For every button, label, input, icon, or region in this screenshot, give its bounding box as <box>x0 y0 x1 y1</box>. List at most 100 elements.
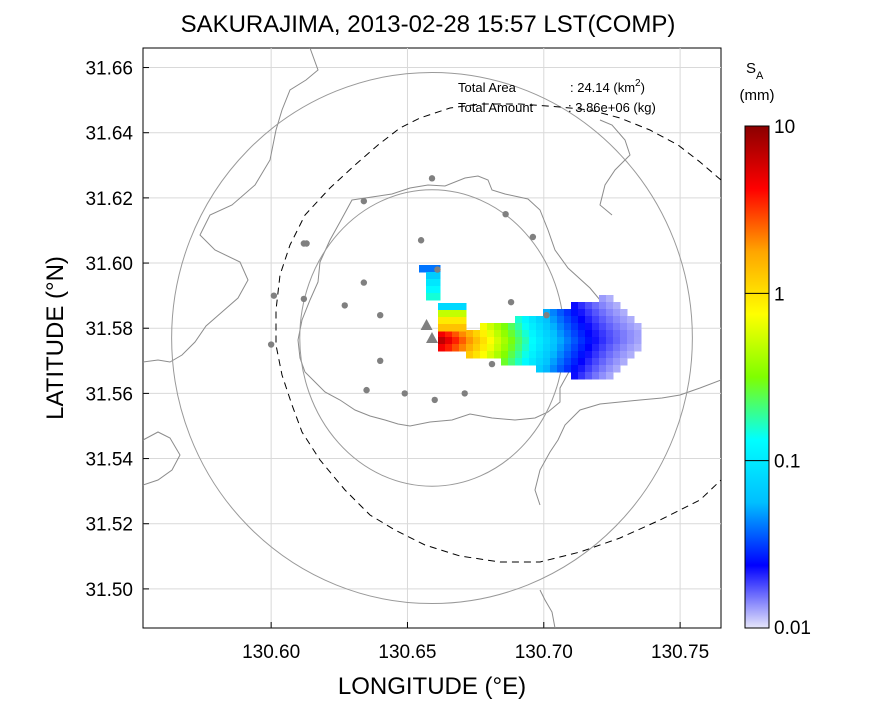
ash-cell <box>501 358 509 366</box>
ash-cell <box>564 309 572 317</box>
ash-cell <box>585 316 593 324</box>
ash-cell <box>592 337 600 345</box>
ash-cell <box>508 330 516 338</box>
ash-cell <box>578 316 586 324</box>
ash-cell <box>613 309 621 317</box>
ash-cell <box>578 358 586 366</box>
ash-cell <box>599 351 607 359</box>
ash-cell <box>571 351 579 359</box>
y-tick-label: 31.66 <box>85 59 133 80</box>
ash-cell <box>515 316 523 324</box>
ash-heatmap <box>419 265 642 380</box>
x-tick-label: 130.70 <box>515 642 573 663</box>
colorbar-unit: (mm) <box>740 87 775 104</box>
ash-cell <box>501 351 509 359</box>
ash-cell <box>508 337 516 345</box>
ash-cell <box>438 324 446 332</box>
ash-cell <box>452 310 460 318</box>
ash-cell <box>564 358 572 366</box>
ash-cell <box>613 365 621 373</box>
colorbar-tick-label: 0.1 <box>774 452 800 473</box>
ash-cell <box>606 337 614 345</box>
ash-cell <box>426 286 434 294</box>
station-dot <box>300 295 308 303</box>
y-tick-label: 31.50 <box>85 580 133 601</box>
ash-cell <box>515 351 523 359</box>
ash-cell <box>494 323 502 331</box>
ash-cell <box>592 372 600 380</box>
ash-cell <box>592 358 600 366</box>
vent-triangle-icon <box>426 332 438 343</box>
colorbar-ticks: 0.01 0.1 1 10 <box>745 117 811 639</box>
ash-cell <box>433 272 441 280</box>
ash-cell <box>557 365 565 373</box>
ash-cell <box>606 295 614 303</box>
ash-cell <box>627 351 635 359</box>
ash-cell <box>522 330 530 338</box>
ash-cell <box>536 365 544 373</box>
ash-cell <box>634 323 642 331</box>
ash-cell <box>564 330 572 338</box>
ash-cell <box>452 344 460 352</box>
x-tick-label: 130.60 <box>242 642 300 663</box>
ash-cell <box>564 323 572 331</box>
ash-cell <box>473 351 481 359</box>
chart-title: SAKURAJIMA, 2013-02-28 15:57 LST(COMP) <box>181 11 676 38</box>
ash-cell <box>578 344 586 352</box>
ash-cell <box>480 344 488 352</box>
station-dot <box>502 210 509 218</box>
ash-cell <box>571 337 579 345</box>
y-axis-ticks: 31.50 31.52 31.54 31.56 31.58 31.60 31.62 31.64… <box>85 59 149 601</box>
ash-cell <box>613 344 621 352</box>
ash-cell <box>487 337 495 345</box>
ash-cell <box>466 344 474 352</box>
ash-cell <box>445 324 453 332</box>
northeast-coastline <box>599 119 631 216</box>
ash-cell <box>571 316 579 324</box>
ash-cell <box>438 337 446 345</box>
ash-cell <box>543 316 551 324</box>
ash-cell <box>452 303 460 311</box>
station-dot <box>428 175 436 182</box>
ash-cell <box>634 344 642 352</box>
ash-cell <box>438 344 446 352</box>
ash-cell <box>508 344 516 352</box>
ash-cell <box>529 358 537 366</box>
ash-cell <box>585 372 593 380</box>
ash-cell <box>480 323 488 331</box>
station-dot <box>401 390 408 397</box>
ash-cell <box>426 279 434 287</box>
ash-cell <box>599 295 607 303</box>
station-dot <box>488 360 496 368</box>
y-axis-label: LATITUDE (°N) <box>42 256 69 420</box>
ash-cell <box>620 351 628 359</box>
ash-cell <box>620 309 628 317</box>
station-dot <box>417 237 425 244</box>
ash-cell <box>466 351 474 359</box>
y-tick-label: 31.64 <box>85 124 133 145</box>
ash-cell <box>613 323 621 331</box>
y-tick-label: 31.60 <box>85 254 133 275</box>
ash-cell <box>515 323 523 331</box>
y-tick-label: 31.54 <box>85 450 133 471</box>
ash-cell <box>473 330 481 338</box>
ash-cell <box>522 337 530 345</box>
ash-cell <box>438 330 446 338</box>
x-axis-label: LONGITUDE (°E) <box>338 673 526 700</box>
ash-cell <box>578 309 586 317</box>
ash-cell <box>459 337 467 345</box>
total-area-value: : 24.14 (km2) <box>570 78 645 95</box>
ash-cell <box>501 344 509 352</box>
ash-cell <box>433 293 441 301</box>
ash-cell <box>529 337 537 345</box>
ash-cell <box>550 344 558 352</box>
ash-cell <box>599 330 607 338</box>
ash-cell <box>634 330 642 338</box>
ash-cell <box>536 344 544 352</box>
ash-cell <box>550 316 558 324</box>
ash-cell <box>557 351 565 359</box>
ash-cell <box>613 351 621 359</box>
ash-cell <box>438 303 446 311</box>
ash-cell <box>473 337 481 345</box>
ash-cell <box>557 344 565 352</box>
